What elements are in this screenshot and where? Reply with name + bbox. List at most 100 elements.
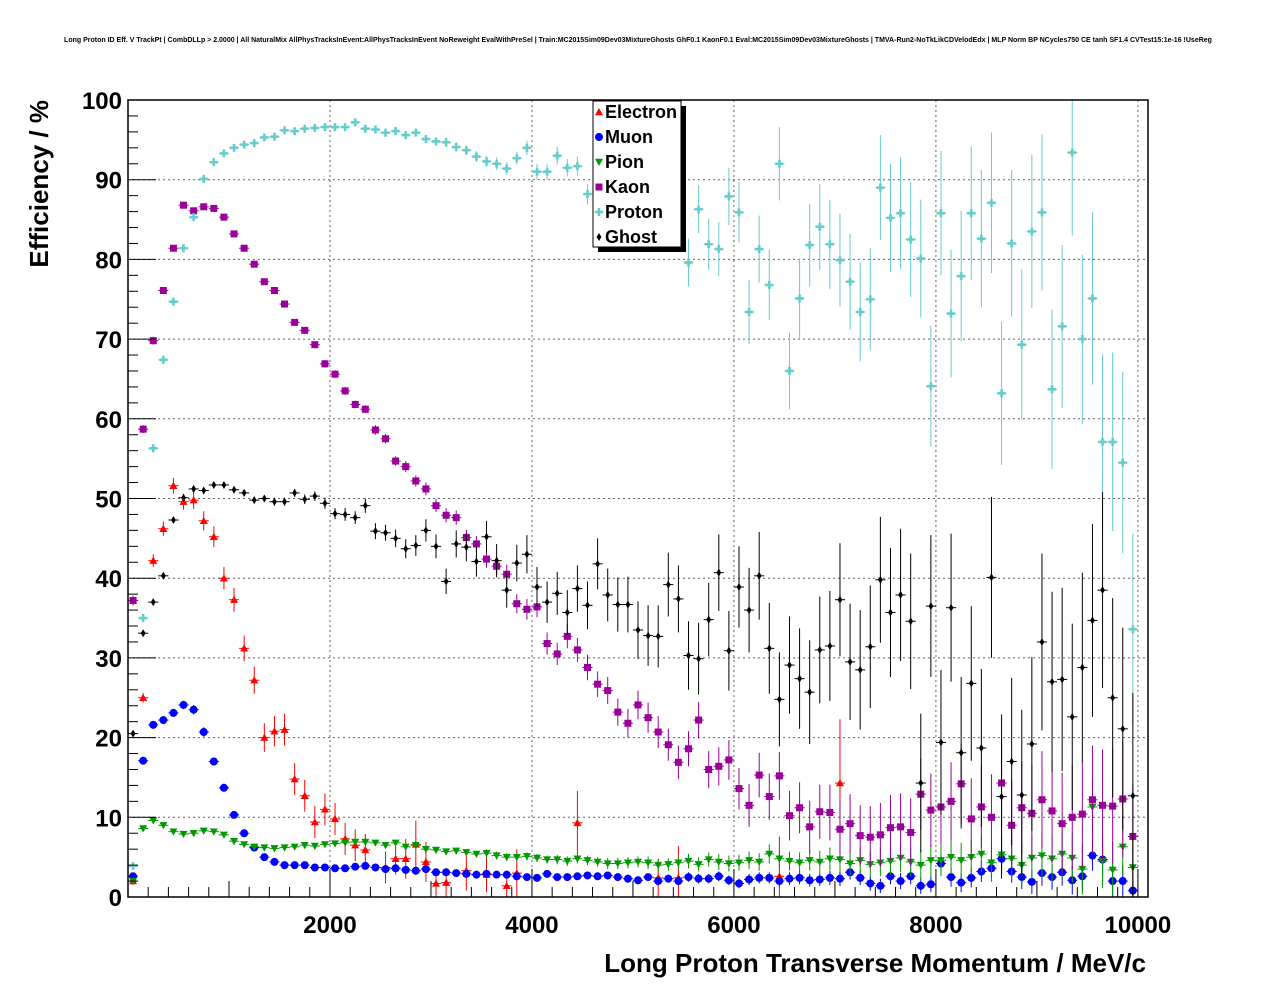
muon-point	[502, 870, 511, 879]
proton-point	[209, 158, 218, 167]
ghost-point	[171, 516, 176, 525]
pion-point	[613, 860, 622, 868]
pion-point	[694, 861, 703, 869]
proton-point	[169, 297, 178, 306]
pion-point	[270, 845, 279, 853]
ghost-point	[383, 528, 388, 537]
proton-point	[512, 154, 521, 163]
ghost-point	[302, 495, 308, 504]
ghost-point	[1110, 693, 1116, 702]
kaon-point	[200, 203, 208, 211]
pion-point	[381, 841, 390, 850]
muon-point	[734, 879, 743, 888]
kaon-point	[876, 831, 884, 839]
proton-point	[351, 118, 360, 127]
kaon-point	[987, 813, 995, 821]
kaon-point	[604, 687, 612, 695]
kaon-point	[240, 244, 248, 252]
muon-point	[664, 874, 673, 883]
proton-point	[533, 167, 542, 176]
pion-point	[280, 844, 289, 852]
muon-point	[583, 871, 592, 880]
kaon-point	[129, 597, 137, 605]
muon-point	[805, 876, 814, 885]
ghost-point	[413, 541, 419, 550]
ghost-point	[433, 542, 439, 551]
kaon-point	[210, 204, 218, 212]
proton-series	[128, 100, 1138, 870]
ghost-point	[756, 571, 762, 580]
ghost-point	[817, 645, 823, 654]
electron-point	[391, 854, 400, 862]
pion-point	[684, 857, 693, 866]
kaon-point	[826, 809, 834, 817]
muon-point	[462, 869, 471, 878]
pion-point	[371, 839, 380, 847]
proton-point	[886, 213, 895, 222]
pion-point	[199, 827, 208, 835]
muon-point	[714, 872, 723, 881]
ghost-point	[160, 571, 166, 580]
kaon-point	[775, 772, 783, 780]
electron-point	[209, 532, 218, 540]
kaon-point	[190, 207, 198, 215]
y-tick-label: 40	[95, 566, 122, 593]
ghost-point	[453, 539, 459, 548]
pion-point	[755, 858, 764, 866]
kaon-point	[806, 823, 814, 831]
muon-point	[401, 865, 410, 874]
pion-point	[189, 830, 198, 838]
muon-point	[391, 864, 400, 873]
legend-pion-label: Pion	[605, 152, 644, 172]
muon-point	[825, 873, 834, 882]
pion-point	[432, 846, 441, 854]
ghost-point	[241, 488, 247, 497]
ghost-point	[968, 679, 974, 688]
ghost-point	[575, 584, 580, 593]
kaon-point	[836, 825, 844, 833]
kaon-point	[644, 714, 652, 722]
kaon-series	[128, 201, 1138, 889]
y-tick-label: 20	[95, 726, 122, 753]
muon-point	[331, 864, 340, 873]
ghost-point	[342, 510, 348, 519]
proton-point	[401, 131, 410, 140]
proton-point	[260, 133, 269, 142]
y-tick-label: 30	[95, 646, 122, 673]
kaon-point	[866, 833, 874, 841]
ghost-series	[128, 480, 1138, 897]
proton-point	[553, 151, 562, 160]
kaon-point	[886, 824, 894, 832]
pion-point	[482, 849, 491, 858]
ghost-point	[423, 526, 429, 535]
electron-point	[260, 733, 269, 741]
ghost-point	[938, 738, 944, 747]
electron-point	[270, 727, 279, 735]
pion-point	[179, 830, 188, 839]
ghost-point	[211, 480, 217, 489]
electron-point	[159, 524, 168, 532]
electron-point	[149, 556, 158, 564]
pion-point	[805, 857, 814, 865]
x-tick-label: 2000	[303, 912, 356, 939]
muon-point	[280, 861, 289, 870]
kaon-point	[553, 650, 561, 658]
proton-point	[482, 157, 491, 166]
muon-point	[139, 756, 148, 765]
kaon-point	[452, 514, 460, 522]
ghost-point	[1009, 757, 1015, 766]
kaon-point	[796, 804, 804, 812]
ghost-point	[463, 543, 469, 552]
proton-point	[280, 126, 289, 135]
pion-point	[987, 859, 996, 867]
pion-point	[351, 838, 360, 847]
ghost-point	[474, 557, 479, 566]
ghost-point	[282, 497, 287, 506]
proton-point	[734, 208, 743, 217]
proton-point	[421, 135, 430, 144]
y-tick-label: 10	[95, 805, 122, 832]
ghost-point	[696, 654, 701, 663]
x-axis-title: Long Proton Transverse Momentum / MeV/c	[604, 948, 1146, 978]
y-tick-label: 80	[95, 247, 122, 274]
muon-point	[613, 873, 622, 882]
